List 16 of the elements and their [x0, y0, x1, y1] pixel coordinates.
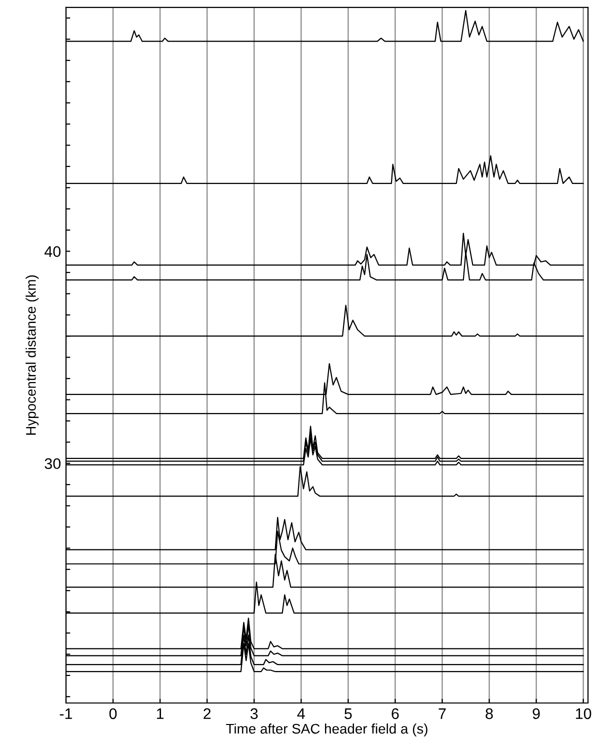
x-tick-label: 1 — [156, 708, 164, 719]
x-tick-label: 0 — [109, 708, 117, 720]
y-tick-label: 40 — [44, 246, 61, 257]
x-tick-label: 2 — [204, 708, 211, 719]
x-axis-title: Time after SAC header field a (s) — [226, 723, 428, 736]
x-tick-label: 3 — [250, 708, 258, 720]
x-tick-label: 5 — [344, 708, 352, 720]
x-tick-label: 4 — [297, 708, 305, 719]
x-tick-label: -1 — [60, 708, 72, 719]
x-tick-label: 8 — [486, 708, 493, 720]
y-tick-label: 30 — [44, 458, 61, 470]
x-tick-label: 6 — [392, 708, 399, 720]
x-tick-label: 10 — [576, 708, 592, 720]
y-axis-title: Hypocentral distance (km) — [26, 275, 39, 435]
x-tick-label: 7 — [438, 708, 446, 719]
x-tick-label: 9 — [532, 708, 540, 720]
